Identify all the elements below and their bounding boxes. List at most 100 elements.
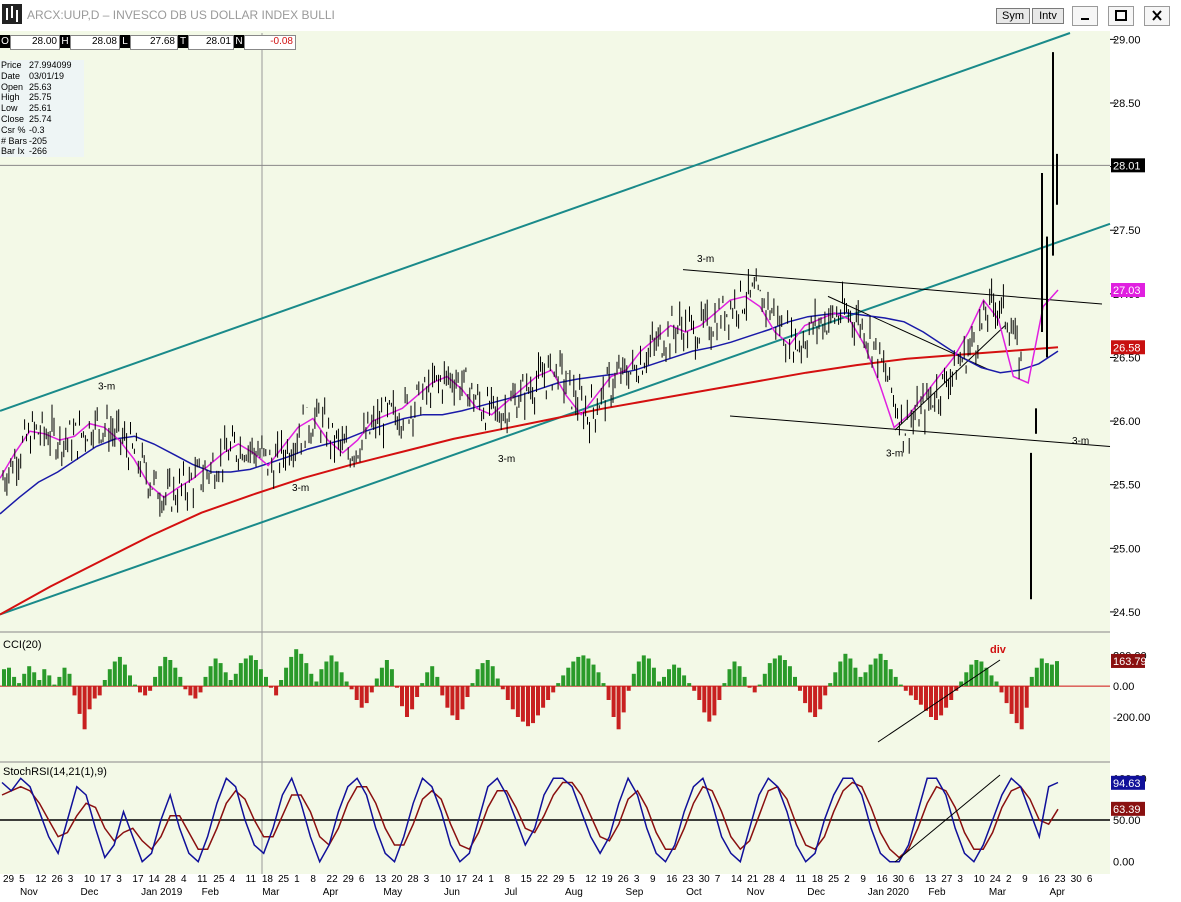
date-tick-label: 9 (860, 874, 866, 885)
cci-bar (924, 686, 928, 711)
cci-bar (813, 686, 818, 717)
cci-bar (697, 686, 702, 700)
cci-bar (823, 686, 828, 696)
wave-annotation: 3-m (292, 483, 309, 494)
cci-bar (742, 676, 747, 687)
date-tick-label: 10 (84, 874, 96, 885)
date-tick-label: 3 (634, 874, 640, 885)
cci-bar (12, 676, 17, 687)
last-price-label: 28.01 (1113, 160, 1141, 172)
cci-bar (470, 683, 475, 687)
cci-bar (566, 667, 571, 687)
ohlc-label-n: N (234, 35, 244, 48)
ma-short-value-box (1111, 283, 1145, 298)
date-tick-label: 11 (796, 874, 807, 885)
cci-bar (460, 686, 465, 710)
cci-bar (687, 683, 692, 687)
date-tick-label: 4 (229, 874, 235, 885)
ohlc-value-l: 27.68 (130, 35, 178, 50)
price-tick-label: 26.00 (1113, 416, 1141, 428)
cci-bar (107, 669, 112, 687)
month-label: Jan 2019 (141, 887, 183, 898)
cci-bar (253, 660, 258, 687)
info-value: 27.994099 (29, 60, 72, 70)
date-tick-label: 2 (844, 874, 850, 885)
date-tick-label: 13 (925, 874, 937, 885)
cci-bar (133, 684, 137, 687)
date-tick-label: 19 (602, 874, 614, 885)
info-row: Price 27.994099 (0, 60, 84, 71)
cci-bar (274, 686, 279, 696)
cci-bar (526, 686, 530, 727)
cci-bar (163, 656, 168, 687)
date-tick-label: 1 (294, 874, 300, 885)
cci-bar (833, 672, 838, 687)
date-tick-label: 11 (197, 874, 208, 885)
chart-app-icon (2, 4, 22, 24)
cci-bar (1004, 686, 1009, 704)
month-label: Dec (807, 887, 825, 898)
minimize-button[interactable] (1072, 6, 1098, 26)
cci-bar (475, 669, 480, 687)
date-tick-label: 30 (699, 874, 711, 885)
cci-bar (722, 683, 727, 687)
stochrsi-title: StochRSI(14,21(1),9) (3, 766, 107, 778)
cci-bar (450, 686, 455, 716)
cci-bar (1029, 676, 1034, 687)
cci-bar (601, 683, 606, 687)
last-price-box (1111, 158, 1145, 173)
date-tick-label: 16 (1038, 874, 1050, 885)
cci-bar (203, 676, 208, 687)
ohlc-label-t: T (178, 35, 188, 48)
ma-long-value-box (1111, 340, 1145, 355)
date-tick-label: 3 (68, 874, 74, 885)
cci-bar (67, 673, 72, 687)
info-row: # Bars -205 (0, 136, 84, 147)
cci-bar (520, 686, 525, 722)
cci-bar (440, 686, 445, 696)
cci-bar (52, 684, 57, 687)
cci-bar (279, 680, 284, 687)
cci-bar (22, 673, 27, 687)
cci-bar (1039, 658, 1044, 687)
close-button[interactable] (1144, 6, 1170, 26)
wave-annotation: 3-m (697, 254, 714, 265)
date-tick-label: 9 (650, 874, 656, 885)
date-tick-label: 17 (456, 874, 468, 885)
info-row: Date 03/01/19 (0, 71, 84, 82)
date-tick-label: 18 (262, 874, 274, 885)
info-row: Close 25.74 (0, 114, 84, 125)
date-tick-label: 11 (246, 874, 257, 885)
maximize-button[interactable] (1108, 6, 1134, 26)
date-tick-label: 28 (165, 874, 177, 885)
cci-bar (359, 686, 364, 708)
info-value: 25.61 (29, 103, 52, 114)
cci-bar (561, 675, 566, 687)
cci-bar (657, 681, 661, 687)
cci-bar (913, 686, 918, 700)
cci-bar (405, 686, 409, 717)
info-value: -205 (29, 135, 48, 146)
cci-bar (233, 673, 238, 687)
date-axis-panel (0, 874, 1181, 902)
cci-bar (1009, 686, 1014, 714)
cci-bar (294, 649, 299, 687)
month-label: May (383, 887, 402, 898)
month-label: Nov (20, 887, 38, 898)
cci-bar (883, 660, 888, 687)
cci-bar (546, 686, 551, 700)
info-key: Price (1, 60, 22, 70)
cci-bar (611, 686, 616, 717)
plot-area[interactable] (0, 31, 1110, 874)
cci-bar (168, 660, 173, 687)
cci-bar (510, 686, 515, 710)
info-key: # Bars (1, 135, 28, 146)
cci-bar (646, 658, 651, 687)
date-tick-label: 8 (504, 874, 510, 885)
price-tick-label: 26.50 (1113, 352, 1141, 364)
symbol-button[interactable]: Sym (996, 8, 1030, 24)
interval-button[interactable]: Intv (1032, 8, 1064, 24)
cci-bar (102, 680, 107, 687)
cci-bar (183, 686, 188, 690)
stochrsi-trend-line (894, 774, 1001, 863)
